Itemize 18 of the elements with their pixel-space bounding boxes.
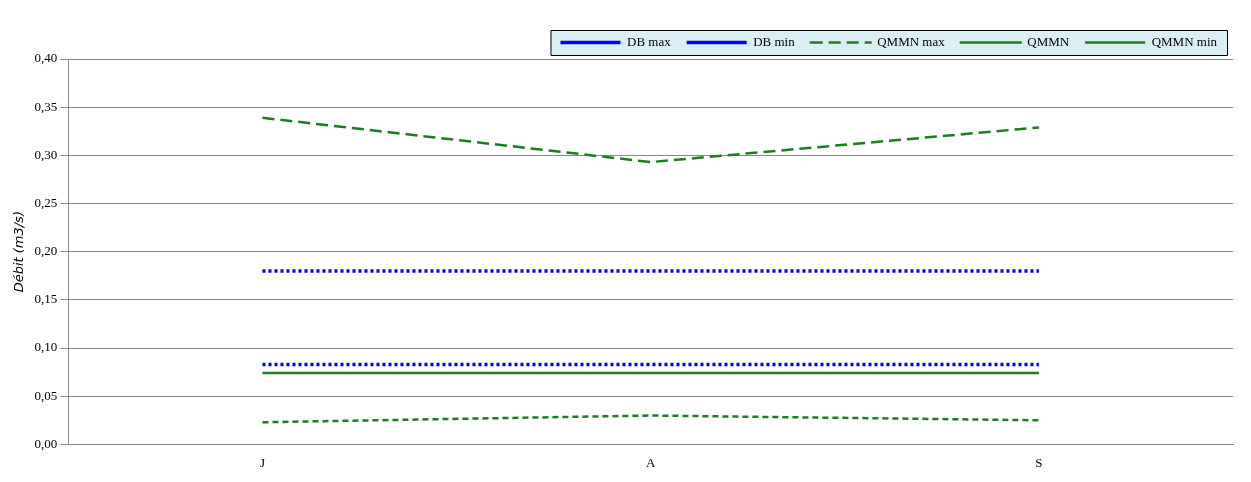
- x-tick-label: J: [259, 454, 265, 470]
- y-tick-label: 0,30: [34, 146, 58, 162]
- y-axis-title: Débit (m3/s): [11, 211, 27, 293]
- legend-label: DB max: [626, 33, 672, 49]
- y-tick-label: 0,15: [34, 291, 58, 307]
- y-tick-label: 0,10: [34, 339, 58, 355]
- y-tick-label: 0,40: [34, 50, 58, 66]
- legend-label: QMMN min: [1151, 33, 1218, 49]
- y-tick-label: 0,20: [34, 243, 58, 259]
- y-tick-label: 0,35: [34, 98, 58, 114]
- legend-label: DB min: [753, 33, 796, 49]
- x-tick-label: A: [645, 454, 656, 470]
- y-tick-label: 0,25: [34, 194, 58, 210]
- y-tick-label: 0,05: [34, 387, 58, 403]
- legend-label: QMMN max: [877, 33, 946, 49]
- x-tick-label: S: [1035, 454, 1043, 470]
- legend-label: QMMN: [1027, 33, 1070, 49]
- y-tick-label: 0,00: [34, 435, 58, 451]
